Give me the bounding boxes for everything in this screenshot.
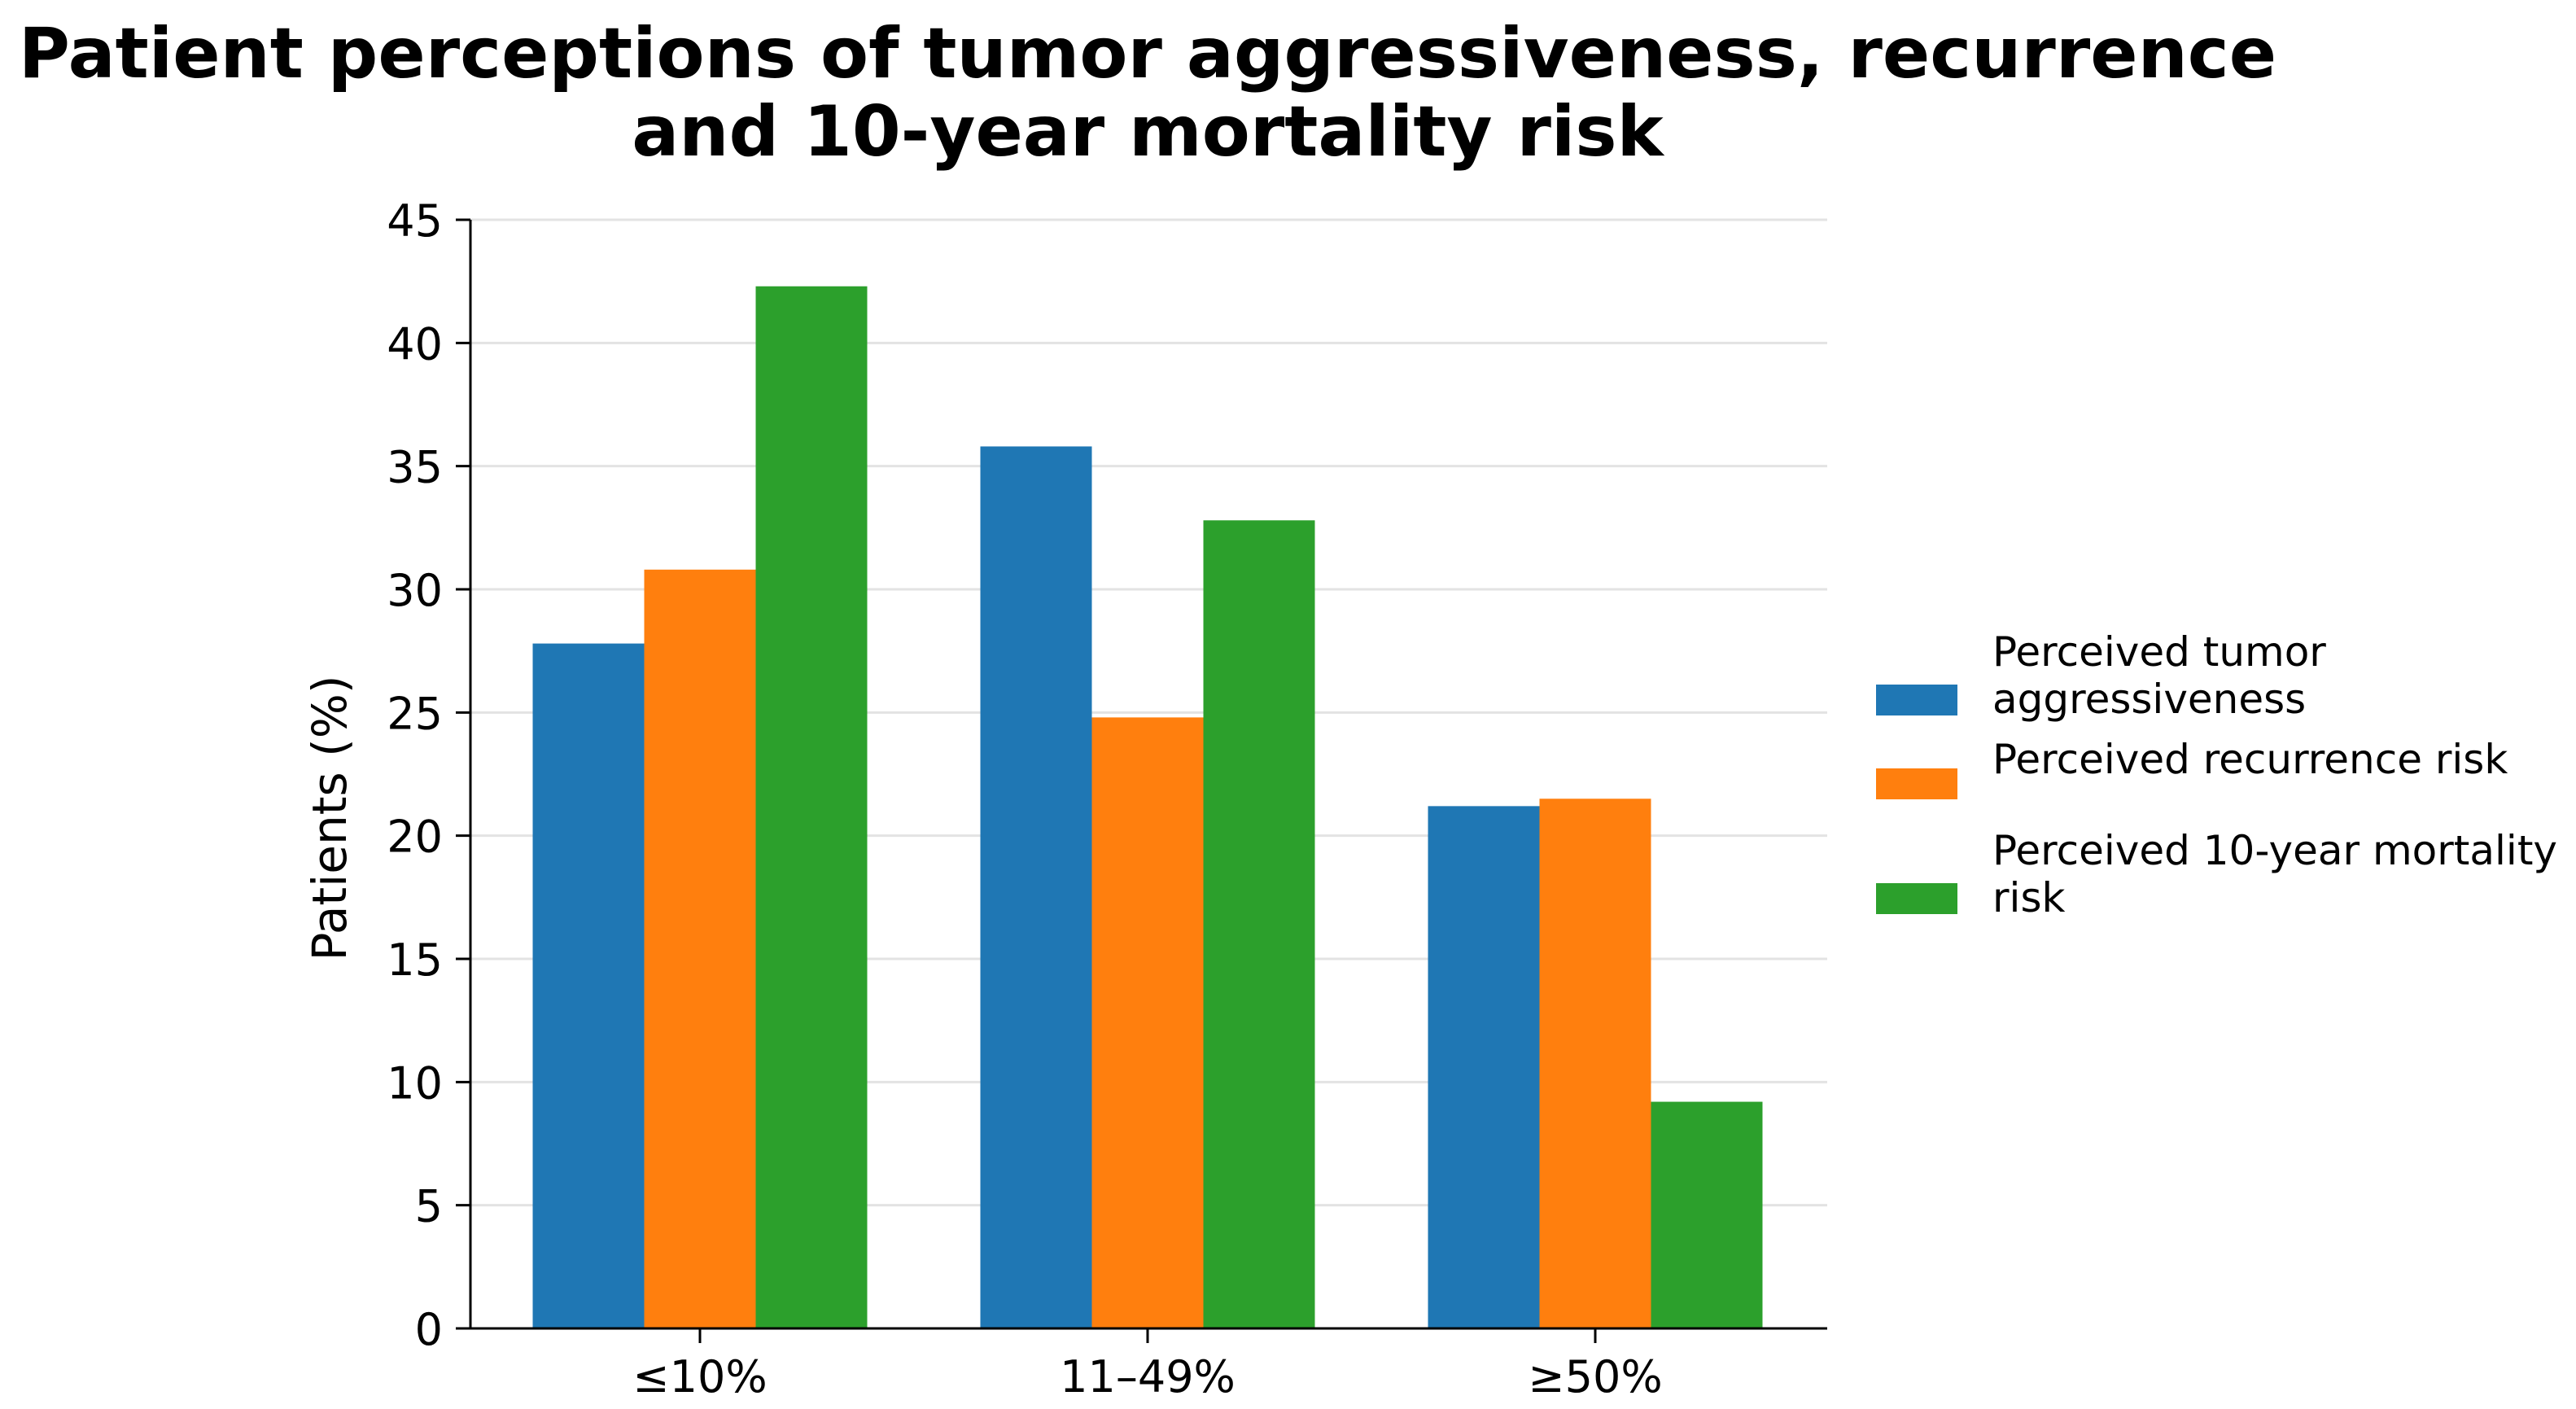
bar: [1428, 806, 1540, 1328]
x-tick-label: ≥50%: [1528, 1351, 1662, 1402]
chart-title-line-1: Patient perceptions of tumor aggressiven…: [18, 13, 2277, 94]
x-axis-ticks: ≤10% 11–49% ≥50%: [632, 1328, 1663, 1402]
y-tick-label: 30: [387, 565, 443, 616]
y-axis-ticks: 0 5 10 15 20 25 30 35 40 45: [387, 195, 470, 1355]
chart-title-line-2: and 10-year mortality risk: [632, 91, 1664, 173]
legend-label: aggressiveness: [1992, 676, 2306, 723]
y-tick-label: 15: [387, 934, 443, 986]
y-tick-label: 35: [387, 442, 443, 493]
bar: [1203, 520, 1315, 1328]
x-tick-label: 11–49%: [1060, 1351, 1236, 1402]
x-tick-label: ≤10%: [632, 1351, 767, 1402]
legend-swatch: [1876, 685, 1957, 715]
y-tick-label: 0: [415, 1304, 443, 1355]
legend-swatch: [1876, 883, 1957, 914]
bar: [1539, 799, 1651, 1328]
bar: [980, 446, 1092, 1328]
y-tick-label: 40: [387, 318, 443, 370]
chart-title: Patient perceptions of tumor aggressiven…: [0, 15, 2295, 171]
bar: [755, 286, 868, 1329]
y-tick-label: 45: [387, 195, 443, 247]
y-tick-label: 5: [415, 1181, 443, 1232]
y-axis-label: Patients (%): [302, 676, 357, 961]
legend-label: Perceived 10-year mortality: [1992, 827, 2557, 874]
legend-label: risk: [1992, 874, 2065, 921]
legend-label: Perceived recurrence risk: [1992, 736, 2508, 783]
bar: [532, 643, 645, 1328]
bar: [1651, 1101, 1763, 1328]
y-tick-label: 25: [387, 688, 443, 739]
bar: [1091, 717, 1204, 1328]
legend-label: Perceived tumor: [1992, 628, 2326, 676]
y-tick-label: 20: [387, 812, 443, 863]
y-tick-label: 10: [387, 1057, 443, 1109]
bar: [644, 569, 756, 1328]
bars: [532, 286, 1763, 1329]
legend-swatch: [1876, 768, 1957, 799]
